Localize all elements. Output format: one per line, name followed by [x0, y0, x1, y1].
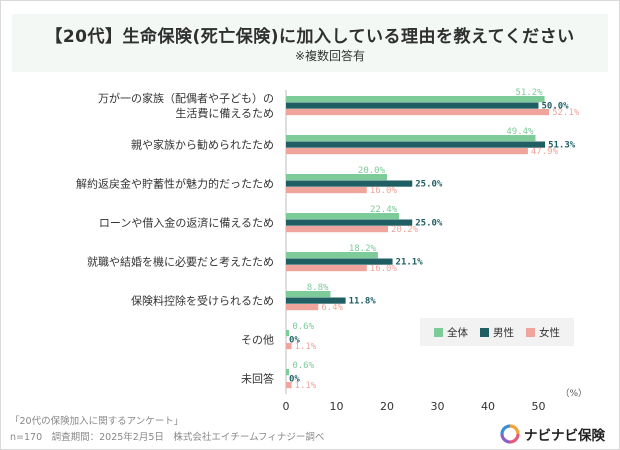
bar-all	[286, 252, 378, 259]
category-label: 解約返戻金や貯蓄性が魅力的だったため	[76, 177, 274, 191]
data-label-male: 21.1%	[396, 258, 424, 268]
data-label-male: 50.0%	[542, 102, 570, 112]
x-tick-label: 30	[431, 400, 445, 413]
data-label-female: 52.1%	[552, 108, 580, 118]
category-label: 未回答	[241, 372, 274, 386]
category-label: その他	[241, 334, 274, 347]
x-tick-label: 20	[380, 400, 394, 413]
category-label: 保険料控除を受けられるため	[131, 294, 274, 308]
bar-all	[286, 213, 400, 220]
category-label-line: ローンや借入金の返済に備えるため	[99, 216, 274, 230]
chart-title: 【20代】生命保険(死亡保険)に加入している理由を教えてください	[45, 27, 575, 47]
chart-legend: 全体 男性 女性	[420, 318, 574, 346]
bar-male	[286, 141, 546, 148]
bar-male	[286, 180, 413, 187]
bar-male	[286, 102, 539, 109]
category-label-line: 生活費に備えるため	[175, 106, 274, 120]
bar-male	[286, 219, 413, 226]
category-label-line: 親や家族から勧められたため	[131, 138, 274, 152]
data-label-male: 0%	[289, 336, 300, 346]
data-label-female: 47.9%	[531, 147, 559, 157]
category-label-line: 就職や結婚を機に必要だと考えたため	[87, 255, 274, 269]
category-label: 万が一の家族（配偶者や子ども）の生活費に備えるため	[98, 91, 274, 120]
bar-female	[286, 187, 367, 194]
data-label-female: 16.0%	[370, 186, 398, 196]
chart-header: 【20代】生命保険(死亡保険)に加入している理由を教えてください ※複数回答有	[12, 14, 608, 72]
bar-all	[286, 135, 536, 142]
legend-swatch-male	[480, 327, 489, 337]
data-label-all: 0.6%	[292, 361, 314, 371]
survey-meta: n=170 調査期間：2025年2月5日 株式会社エイチームフィナジー調べ	[10, 432, 325, 443]
bar-all	[286, 291, 331, 298]
legend-label-female: 女性	[539, 326, 560, 339]
category-label: 親や家族から勧められたため	[131, 138, 274, 152]
data-label-male: 25.0%	[415, 180, 443, 190]
data-label-all: 22.4%	[370, 205, 398, 215]
data-label-male: 11.8%	[349, 297, 377, 307]
bar-male	[286, 297, 346, 304]
bar-all	[286, 96, 545, 103]
data-label-male: 0%	[289, 375, 300, 385]
data-label-all: 51.2%	[515, 88, 543, 98]
chart-subtitle: ※複数回答有	[294, 49, 366, 63]
survey-name: 「20代の保険加入に関するアンケート」	[10, 416, 184, 427]
data-label-male: 51.3%	[548, 141, 576, 151]
data-label-female: 16.0%	[370, 264, 398, 274]
brand-logo-text: ナビナビ保険	[524, 428, 605, 444]
bar-female	[286, 148, 528, 155]
x-tick-label: 40	[481, 400, 495, 413]
legend-item-male: 男性	[480, 325, 514, 340]
data-label-female: 6.4%	[321, 303, 343, 313]
brand-logo: ナビナビ保険	[500, 424, 605, 444]
data-label-all: 49.4%	[506, 127, 534, 137]
data-label-all: 20.0%	[358, 166, 386, 176]
data-label-female: 1.1%	[295, 342, 317, 352]
bar-female	[286, 343, 292, 350]
data-label-male: 25.0%	[415, 219, 443, 229]
x-axis-unit: （%）	[561, 388, 588, 399]
legend-swatch-female	[526, 327, 535, 337]
category-label-line: 未回答	[241, 372, 274, 386]
brand-logo-icon	[500, 424, 520, 444]
bar-male	[286, 258, 393, 265]
category-label-line: その他	[241, 334, 274, 347]
bar-all	[286, 330, 290, 337]
bar-female	[286, 304, 319, 311]
legend-swatch-all	[434, 327, 443, 337]
data-label-female: 1.1%	[295, 381, 317, 391]
legend-label-all: 全体	[447, 326, 468, 339]
data-label-all: 8.8%	[307, 283, 329, 293]
data-label-all: 18.2%	[349, 244, 377, 254]
category-label-line: 万が一の家族（配偶者や子ども）の	[98, 91, 274, 105]
category-label: 就職や結婚を機に必要だと考えたため	[87, 255, 274, 269]
category-label-line: 解約返戻金や貯蓄性が魅力的だったため	[76, 177, 274, 191]
bar-female	[286, 109, 550, 116]
bar-female	[286, 265, 367, 272]
bar-all	[286, 369, 290, 376]
x-tick-label: 10	[330, 400, 344, 413]
x-tick-label: 50	[532, 400, 546, 413]
legend-item-all: 全体	[434, 325, 468, 340]
bar-all	[286, 174, 387, 181]
x-tick-label: 0	[283, 400, 290, 413]
legend-label-male: 男性	[493, 326, 514, 339]
legend-item-female: 女性	[526, 325, 560, 340]
bar-female	[286, 226, 389, 233]
category-label-line: 保険料控除を受けられるため	[131, 294, 274, 308]
category-label: ローンや借入金の返済に備えるため	[99, 216, 274, 230]
bar-female	[286, 382, 292, 389]
data-label-all: 0.6%	[292, 322, 314, 332]
data-label-female: 20.2%	[391, 225, 419, 235]
